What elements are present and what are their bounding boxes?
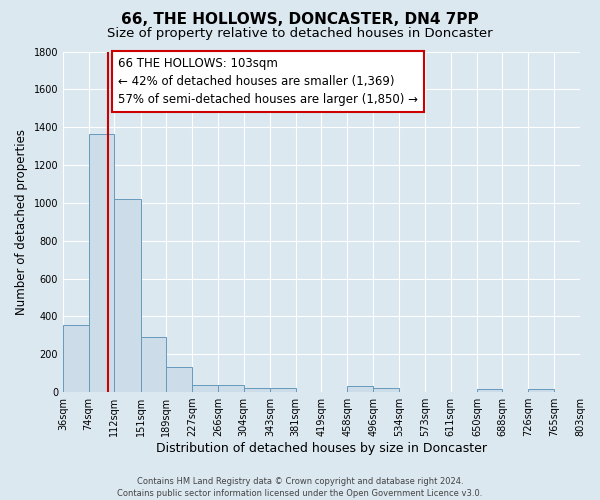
Bar — [114, 199, 140, 392]
Y-axis label: Number of detached properties: Number of detached properties — [15, 129, 28, 315]
X-axis label: Distribution of detached houses by size in Doncaster: Distribution of detached houses by size … — [156, 442, 487, 455]
Bar — [166, 368, 192, 392]
Bar — [477, 389, 502, 392]
Bar — [270, 388, 296, 392]
Bar — [140, 337, 166, 392]
Text: Contains HM Land Registry data © Crown copyright and database right 2024.
Contai: Contains HM Land Registry data © Crown c… — [118, 476, 482, 498]
Bar — [63, 325, 89, 392]
Bar — [244, 388, 270, 392]
Bar — [218, 386, 244, 392]
Bar — [192, 384, 218, 392]
Text: Size of property relative to detached houses in Doncaster: Size of property relative to detached ho… — [107, 28, 493, 40]
Bar — [528, 389, 554, 392]
Bar — [89, 134, 114, 392]
Bar — [347, 386, 373, 392]
Text: 66, THE HOLLOWS, DONCASTER, DN4 7PP: 66, THE HOLLOWS, DONCASTER, DN4 7PP — [121, 12, 479, 28]
Text: 66 THE HOLLOWS: 103sqm
← 42% of detached houses are smaller (1,369)
57% of semi-: 66 THE HOLLOWS: 103sqm ← 42% of detached… — [118, 57, 418, 106]
Bar — [373, 388, 398, 392]
